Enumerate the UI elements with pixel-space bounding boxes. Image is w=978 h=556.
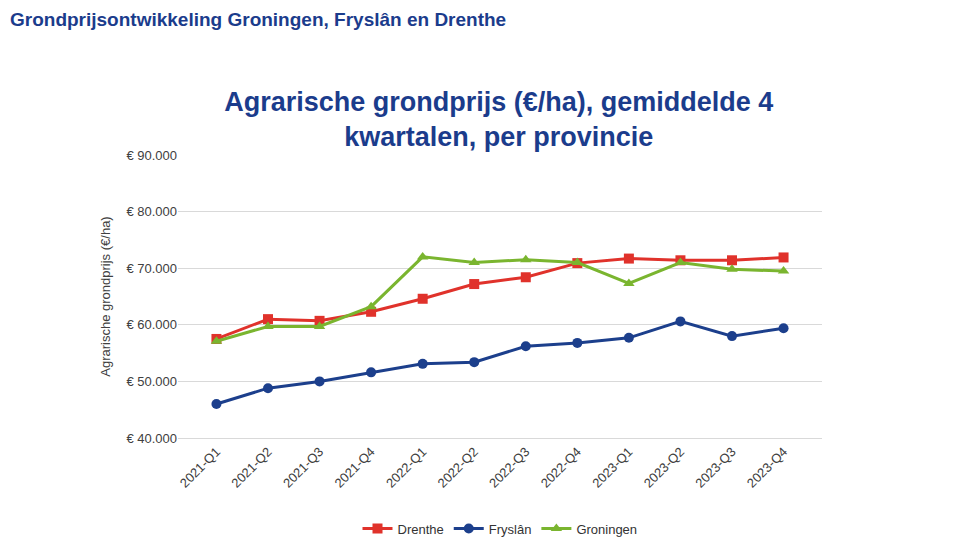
svg-text:2023-Q3: 2023-Q3 [692, 444, 738, 490]
svg-text:Fryslân: Fryslân [489, 522, 532, 537]
svg-text:2023-Q4: 2023-Q4 [744, 444, 790, 490]
svg-text:€ 60.000: € 60.000 [126, 317, 177, 332]
svg-text:Drenthe: Drenthe [398, 522, 444, 537]
svg-text:€ 50.000: € 50.000 [126, 374, 177, 389]
svg-text:€ 40.000: € 40.000 [126, 431, 177, 446]
svg-text:Agrarische grondprijs (€/ha): Agrarische grondprijs (€/ha) [98, 216, 113, 376]
svg-text:€ 70.000: € 70.000 [126, 261, 177, 276]
svg-text:2021-Q4: 2021-Q4 [331, 444, 377, 490]
svg-text:2023-Q1: 2023-Q1 [589, 444, 635, 490]
svg-text:Agrarische grondprijs (€/ha),: Agrarische grondprijs (€/ha), gemiddelde… [224, 87, 773, 152]
svg-text:2021-Q2: 2021-Q2 [228, 444, 274, 490]
svg-text:2021-Q1: 2021-Q1 [177, 444, 223, 490]
svg-text:2023-Q2: 2023-Q2 [641, 444, 687, 490]
svg-text:2022-Q2: 2022-Q2 [435, 444, 481, 490]
svg-text:2022-Q4: 2022-Q4 [538, 444, 584, 490]
svg-text:Groningen: Groningen [576, 522, 637, 537]
svg-text:€ 80.000: € 80.000 [126, 204, 177, 219]
svg-text:Grondprijsontwikkeling Groning: Grondprijsontwikkeling Groningen, Fryslâ… [10, 9, 506, 30]
svg-text:2022-Q1: 2022-Q1 [383, 444, 429, 490]
svg-text:€ 90.000: € 90.000 [126, 148, 177, 163]
svg-text:2021-Q3: 2021-Q3 [280, 444, 326, 490]
svg-text:2022-Q3: 2022-Q3 [486, 444, 532, 490]
